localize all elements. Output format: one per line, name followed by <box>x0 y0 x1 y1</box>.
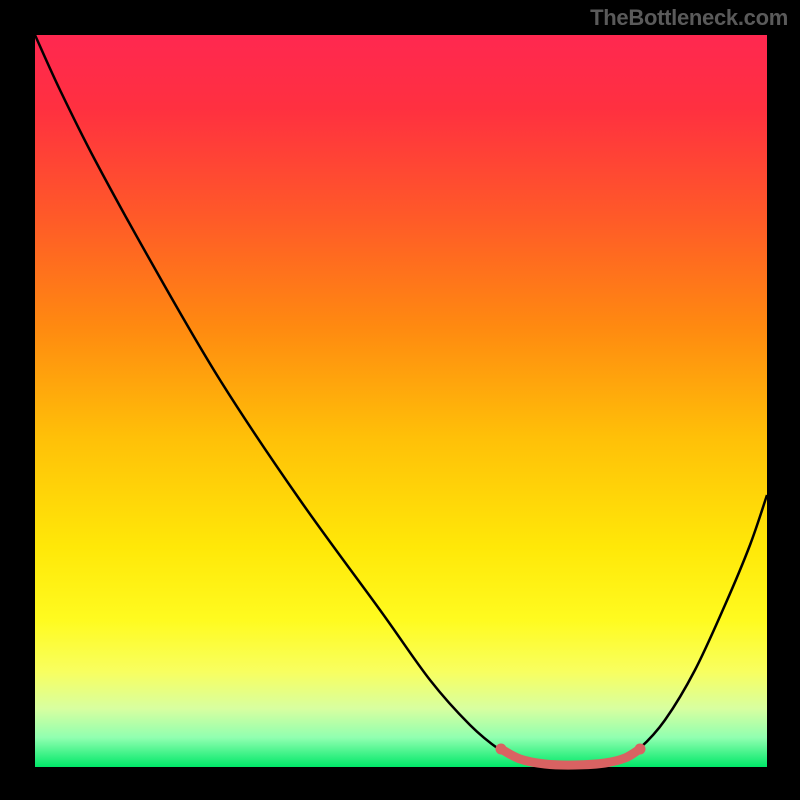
valley-endpoint-right <box>635 744 646 755</box>
valley-endpoint-left <box>496 744 507 755</box>
gradient-background <box>35 35 767 767</box>
watermark-text: TheBottleneck.com <box>590 5 788 31</box>
chart-container: { "watermark": { "text": "TheBottleneck.… <box>0 0 800 800</box>
chart-svg <box>0 0 800 800</box>
